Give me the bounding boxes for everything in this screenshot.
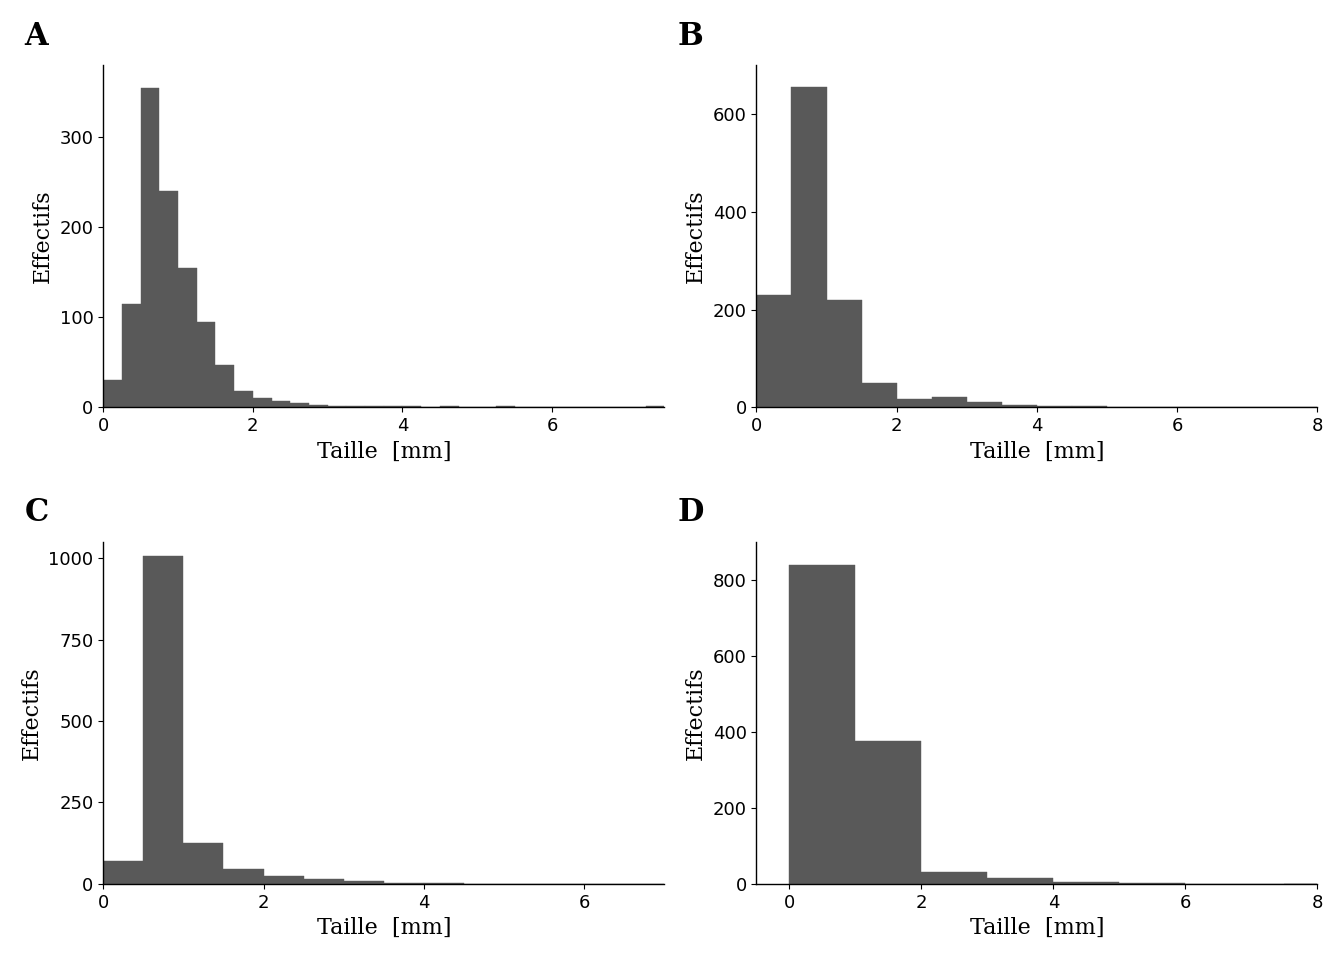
Y-axis label: Effectifs: Effectifs <box>685 666 707 759</box>
Bar <box>384 883 423 884</box>
Bar <box>309 405 328 407</box>
X-axis label: Taille  [mm]: Taille [mm] <box>970 441 1105 463</box>
Bar <box>966 402 1001 407</box>
Bar <box>855 741 922 884</box>
Bar <box>988 878 1054 884</box>
Text: C: C <box>24 497 48 528</box>
Text: A: A <box>24 20 48 52</box>
Bar <box>304 879 344 884</box>
Text: B: B <box>677 20 704 52</box>
X-axis label: Taille  [mm]: Taille [mm] <box>317 441 452 463</box>
Bar <box>271 401 290 407</box>
Bar <box>862 383 896 407</box>
X-axis label: Taille  [mm]: Taille [mm] <box>970 917 1105 939</box>
Bar <box>1073 406 1107 407</box>
Bar <box>215 365 234 407</box>
X-axis label: Taille  [mm]: Taille [mm] <box>317 917 452 939</box>
Y-axis label: Effectifs: Effectifs <box>22 666 43 759</box>
Bar <box>757 295 792 407</box>
Bar <box>1001 405 1038 407</box>
Bar <box>234 391 253 407</box>
Y-axis label: Effectifs: Effectifs <box>32 189 54 283</box>
Bar <box>196 322 215 407</box>
Bar <box>792 87 827 407</box>
Bar <box>223 869 263 884</box>
Bar <box>1054 882 1120 884</box>
Bar <box>1038 406 1073 407</box>
Bar <box>122 303 141 407</box>
Bar <box>141 87 160 407</box>
Bar <box>328 405 347 407</box>
Bar <box>922 873 988 884</box>
Bar <box>183 843 223 884</box>
Y-axis label: Effectifs: Effectifs <box>685 189 707 283</box>
Text: D: D <box>677 497 704 528</box>
Bar <box>896 399 931 407</box>
Bar <box>789 564 855 884</box>
Bar <box>144 557 183 884</box>
Bar <box>253 398 271 407</box>
Bar <box>263 876 304 884</box>
Bar <box>160 191 177 407</box>
Bar <box>103 861 144 884</box>
Bar <box>177 268 196 407</box>
Bar <box>103 380 122 407</box>
Bar <box>344 881 384 884</box>
Bar <box>827 300 862 407</box>
Bar <box>290 403 309 407</box>
Bar <box>931 396 966 407</box>
